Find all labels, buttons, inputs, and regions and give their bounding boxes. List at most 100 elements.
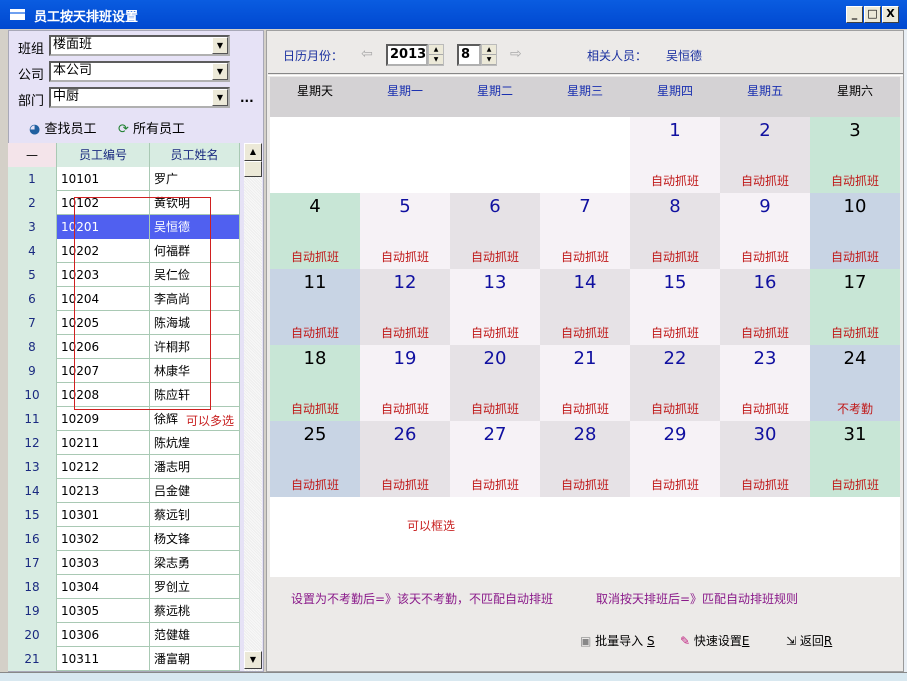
grid-scrollbar[interactable]: ▲ ▼ <box>244 143 262 671</box>
table-row[interactable]: 5 10203 吴仁俭 <box>8 263 240 287</box>
calendar-day[interactable]: 27 自动抓班 <box>450 421 540 497</box>
row-index[interactable]: 11 <box>8 407 57 431</box>
employee-name[interactable]: 林康华 <box>150 359 240 383</box>
calendar-day[interactable]: 12 自动抓班 <box>360 269 450 345</box>
employee-name[interactable]: 何福群 <box>150 239 240 263</box>
employee-name[interactable]: 杨文锋 <box>150 527 240 551</box>
employee-name[interactable]: 潘志明 <box>150 455 240 479</box>
row-index[interactable]: 5 <box>8 263 57 287</box>
employee-name[interactable]: 陈应轩 <box>150 383 240 407</box>
next-month-icon[interactable]: ⇨ <box>510 46 522 62</box>
more-button[interactable]: ... <box>240 91 254 105</box>
spin-up-icon[interactable]: ▲ <box>429 45 443 55</box>
row-index[interactable]: 13 <box>8 455 57 479</box>
table-row[interactable]: 14 10213 吕金健 <box>8 479 240 503</box>
employee-name[interactable]: 许桐邦 <box>150 335 240 359</box>
table-row[interactable]: 13 10212 潘志明 <box>8 455 240 479</box>
table-row[interactable]: 3 10201 吴恒德 <box>8 215 240 239</box>
row-index[interactable]: 4 <box>8 239 57 263</box>
calendar-day[interactable]: 11 自动抓班 <box>270 269 360 345</box>
employee-id[interactable]: 10311 <box>57 647 150 671</box>
employee-id[interactable]: 10206 <box>57 335 150 359</box>
table-row[interactable]: 15 10301 蔡远钊 <box>8 503 240 527</box>
table-row[interactable]: 17 10303 梁志勇 <box>8 551 240 575</box>
employee-name[interactable]: 蔡远桃 <box>150 599 240 623</box>
calendar-day[interactable]: 17 自动抓班 <box>810 269 900 345</box>
employee-name[interactable]: 吴恒德 <box>150 215 240 239</box>
employee-id[interactable]: 10305 <box>57 599 150 623</box>
row-index[interactable]: 7 <box>8 311 57 335</box>
company-select[interactable]: 本公司 ▼ <box>49 61 230 82</box>
row-index[interactable]: 19 <box>8 599 57 623</box>
employee-name[interactable]: 潘富朝 <box>150 647 240 671</box>
chevron-down-icon[interactable]: ▼ <box>212 89 228 106</box>
calendar-day[interactable]: 21 自动抓班 <box>540 345 630 421</box>
table-row[interactable]: 8 10206 许桐邦 <box>8 335 240 359</box>
table-row[interactable]: 7 10205 陈海城 <box>8 311 240 335</box>
employee-name[interactable]: 吕金健 <box>150 479 240 503</box>
scroll-up-icon[interactable]: ▲ <box>244 143 262 161</box>
return-button[interactable]: ⇲ 返回R <box>786 632 832 649</box>
employee-id[interactable]: 10102 <box>57 191 150 215</box>
employee-id[interactable]: 10209 <box>57 407 150 431</box>
table-row[interactable]: 21 10311 潘富朝 <box>8 647 240 671</box>
scroll-thumb[interactable] <box>244 161 262 177</box>
dept-select[interactable]: 中厨 ▼ <box>49 87 230 108</box>
employee-id[interactable]: 10204 <box>57 287 150 311</box>
table-row[interactable]: 18 10304 罗创立 <box>8 575 240 599</box>
calendar-day[interactable]: 19 自动抓班 <box>360 345 450 421</box>
employee-id[interactable]: 10212 <box>57 455 150 479</box>
calendar-day[interactable]: 14 自动抓班 <box>540 269 630 345</box>
calendar-day[interactable]: 22 自动抓班 <box>630 345 720 421</box>
calendar-day[interactable]: 15 自动抓班 <box>630 269 720 345</box>
employee-id[interactable]: 10205 <box>57 311 150 335</box>
calendar-day[interactable]: 30 自动抓班 <box>720 421 810 497</box>
employee-name[interactable]: 陈炕煌 <box>150 431 240 455</box>
calendar-day[interactable]: 28 自动抓班 <box>540 421 630 497</box>
employee-name[interactable]: 陈海城 <box>150 311 240 335</box>
table-row[interactable]: 20 10306 范健雄 <box>8 623 240 647</box>
prev-month-icon[interactable]: ⇦ <box>361 46 373 62</box>
month-spinner[interactable]: ▲ ▼ <box>481 44 497 66</box>
table-row[interactable]: 11 10209 徐辉 <box>8 407 240 431</box>
table-row[interactable]: 2 10102 黄钦明 <box>8 191 240 215</box>
calendar-day[interactable]: 9 自动抓班 <box>720 193 810 269</box>
calendar-day[interactable]: 24 不考勤 <box>810 345 900 421</box>
calendar-day[interactable]: 5 自动抓班 <box>360 193 450 269</box>
employee-name[interactable]: 罗广 <box>150 167 240 191</box>
row-index[interactable]: 16 <box>8 527 57 551</box>
calendar-day[interactable]: 25 自动抓班 <box>270 421 360 497</box>
spin-down-icon[interactable]: ▼ <box>429 55 443 65</box>
row-index[interactable]: 1 <box>8 167 57 191</box>
row-index[interactable]: 10 <box>8 383 57 407</box>
employee-name[interactable]: 罗创立 <box>150 575 240 599</box>
calendar-day[interactable]: 13 自动抓班 <box>450 269 540 345</box>
table-row[interactable]: 9 10207 林康华 <box>8 359 240 383</box>
calendar-day[interactable]: 1 自动抓班 <box>630 117 720 193</box>
row-index[interactable]: 9 <box>8 359 57 383</box>
calendar-day[interactable]: 20 自动抓班 <box>450 345 540 421</box>
table-row[interactable]: 10 10208 陈应轩 <box>8 383 240 407</box>
calendar-grid[interactable]: 星期天 星期一 星期二 星期三 星期四 星期五 星期六 1 自动抓班 2 自动抓班 3 自动抓班 4 自动抓… <box>270 77 900 577</box>
scroll-down-icon[interactable]: ▼ <box>244 651 262 669</box>
employee-id[interactable]: 10306 <box>57 623 150 647</box>
employee-id[interactable]: 10302 <box>57 527 150 551</box>
employee-grid[interactable]: — 员工编号 员工姓名 1 10101 罗广 2 10102 黄钦明 3 10201 吴恒德 4 1… <box>8 143 240 671</box>
calendar-day[interactable]: 3 自动抓班 <box>810 117 900 193</box>
row-index[interactable]: 12 <box>8 431 57 455</box>
row-index[interactable]: 3 <box>8 215 57 239</box>
row-index[interactable]: 18 <box>8 575 57 599</box>
maximize-button[interactable]: □ <box>864 6 881 23</box>
employee-name[interactable]: 吴仁俭 <box>150 263 240 287</box>
batch-import-button[interactable]: ▣ 批量导入 S <box>580 632 655 649</box>
group-select[interactable]: 楼面班 ▼ <box>49 35 230 56</box>
calendar-day[interactable]: 23 自动抓班 <box>720 345 810 421</box>
employee-name[interactable]: 范健雄 <box>150 623 240 647</box>
employee-id[interactable]: 10208 <box>57 383 150 407</box>
month-input[interactable]: 8 <box>457 44 481 66</box>
col-employee-id[interactable]: 员工编号 <box>57 143 150 167</box>
employee-id[interactable]: 10303 <box>57 551 150 575</box>
table-row[interactable]: 19 10305 蔡远桃 <box>8 599 240 623</box>
calendar-day[interactable]: 4 自动抓班 <box>270 193 360 269</box>
employee-id[interactable]: 10304 <box>57 575 150 599</box>
